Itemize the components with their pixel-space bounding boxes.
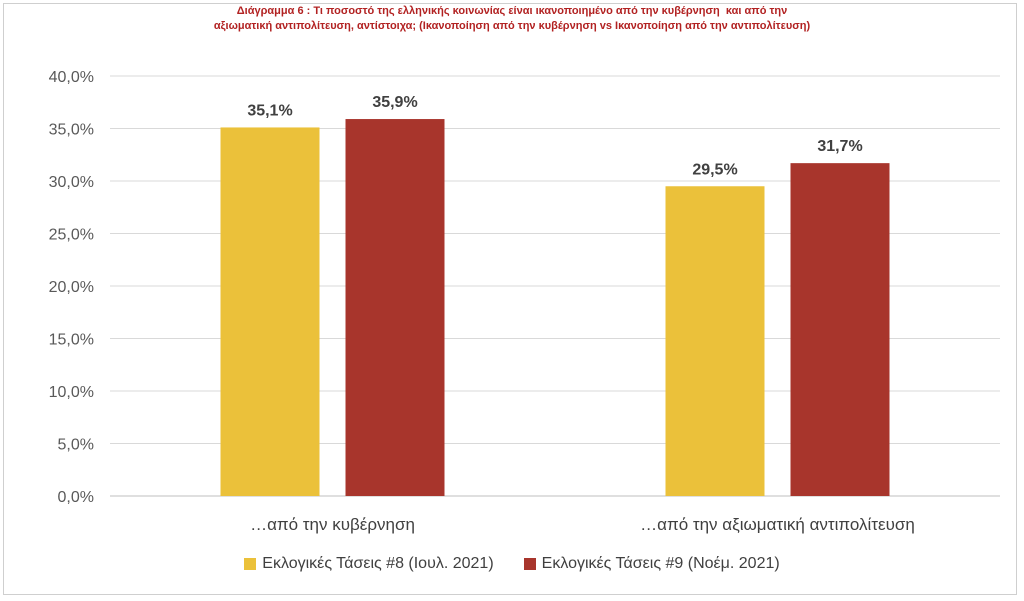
y-tick-label: 5,0%	[58, 437, 94, 454]
chart-title-line-1: Διάγραμμα 6 : Τι ποσοστό της ελληνικής κ…	[236, 5, 788, 17]
x-category-label: …από την κυβέρνηση	[250, 515, 415, 534]
y-tick-label: 30,0%	[49, 174, 94, 191]
data-label: 29,5%	[692, 161, 737, 178]
data-label: 35,9%	[372, 94, 417, 111]
chart-title-line-2: αξιωματική αντιπολίτευση, αντίστοιχα; (Ι…	[213, 20, 811, 32]
bar	[790, 163, 890, 496]
x-category-label: …από την αξιωματική αντιπολίτευση	[640, 515, 915, 534]
bar	[665, 186, 765, 496]
legend-swatch-series-2	[523, 558, 536, 570]
legend-item-series-2: Εκλογικές Τάσεις #9 (Νοέμ. 2021)	[523, 555, 780, 573]
legend-label-series-1: Εκλογικές Τάσεις #8 (Ιουλ. 2021)	[262, 555, 494, 572]
legend: Εκλογικές Τάσεις #8 (Ιουλ. 2021) Εκλογικ…	[0, 555, 1024, 573]
legend-swatch-series-1	[244, 558, 257, 570]
bar	[345, 119, 445, 497]
y-tick-label: 20,0%	[49, 279, 94, 296]
legend-label-series-2: Εκλογικές Τάσεις #9 (Νοέμ. 2021)	[541, 555, 780, 572]
data-label: 35,1%	[247, 102, 292, 119]
y-tick-label: 10,0%	[49, 384, 94, 401]
y-tick-label: 15,0%	[49, 332, 94, 349]
bar	[220, 127, 320, 496]
chart-title: Διάγραμμα 6 : Τι ποσοστό της ελληνικής κ…	[0, 4, 1024, 34]
y-tick-label: 35,0%	[49, 122, 94, 139]
y-tick-label: 40,0%	[49, 69, 94, 86]
y-tick-label: 25,0%	[49, 227, 94, 244]
y-tick-label: 0,0%	[58, 489, 94, 506]
data-label: 31,7%	[817, 138, 862, 155]
legend-item-series-1: Εκλογικές Τάσεις #8 (Ιουλ. 2021)	[244, 555, 494, 573]
